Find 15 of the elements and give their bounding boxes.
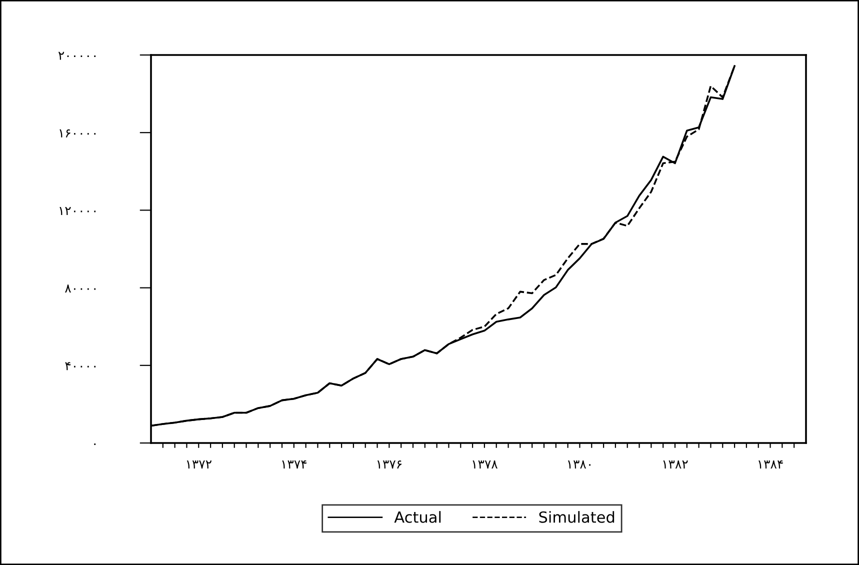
- x-tick-label: ۱۳۸۴: [758, 460, 783, 468]
- x-tick-label: ۱۳۷۶: [377, 460, 402, 468]
- y-tick-label: ۱۶۰۰۰۰: [60, 129, 96, 138]
- x-tick-label: ۱۳۷۴: [282, 460, 307, 468]
- x-tick-label: ۱۳۷۲: [186, 460, 212, 468]
- y-tick-label: ۴۰۰۰۰: [65, 362, 96, 370]
- legend-label: Simulated: [539, 511, 614, 523]
- y-tick-label: ۱۲۰۰۰۰: [60, 207, 96, 215]
- x-tick-label: ۱۳۸۲: [663, 460, 688, 468]
- y-tick-label: ۸۰۰۰۰: [65, 284, 96, 293]
- y-tick-label: ۲۰۰۰۰۰: [58, 52, 96, 60]
- legend-label: Actual: [394, 511, 441, 523]
- x-tick-label: ۱۳۸۰: [568, 460, 590, 468]
- x-tick-label: ۱۳۷۸: [472, 460, 498, 468]
- y-tick-label: ۰: [94, 443, 96, 446]
